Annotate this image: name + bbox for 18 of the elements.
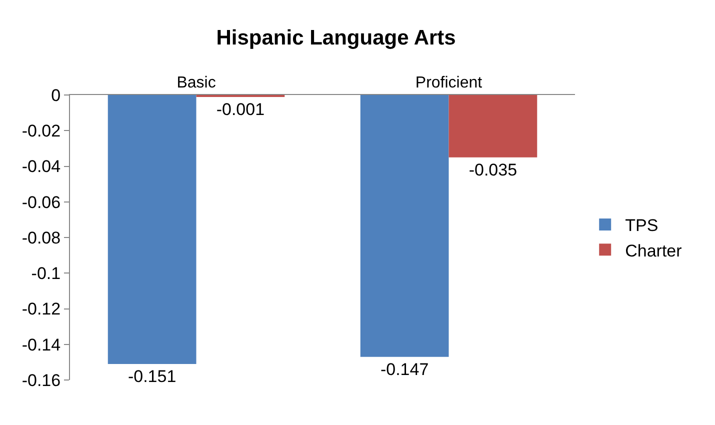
x-tick-label: Basic (176, 74, 216, 92)
y-tick-label: -0.1 (31, 264, 61, 284)
y-tick-label: -0.14 (22, 335, 61, 354)
x-tick-label: Proficient (415, 74, 483, 92)
data-label: -0.035 (468, 160, 518, 180)
y-tick-label: -0.06 (22, 192, 61, 212)
data-label: -0.147 (380, 360, 429, 379)
y-tick-label: -0.12 (22, 300, 61, 319)
y-tick-label: 0 (51, 86, 61, 105)
data-label: -0.151 (128, 366, 176, 386)
legend-label: TPS (625, 216, 658, 236)
y-tick-label: -0.16 (22, 370, 61, 390)
y-tick-label: -0.08 (22, 228, 61, 248)
y-tick-label: -0.04 (22, 157, 61, 176)
y-tick-label: -0.02 (22, 122, 61, 141)
chart-title: Hispanic Language Arts (216, 26, 456, 50)
data-label: -0.001 (216, 100, 265, 119)
legend-label: Charter (625, 241, 682, 260)
